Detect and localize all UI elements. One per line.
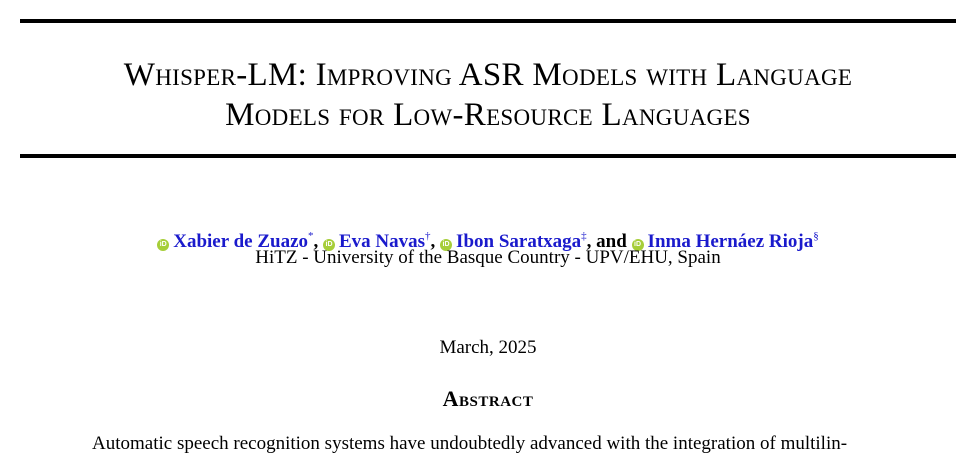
abstract-heading: Abstract	[442, 386, 534, 411]
author-list: iD Xabier de Zuazo*, iD Eva Navas†, iD Ibon…	[0, 224, 976, 254]
author-link-ibon-saratxaga[interactable]: Ibon Saratxaga	[456, 231, 582, 252]
author-footnote-mark[interactable]: *	[308, 230, 314, 242]
author-separator: ,	[313, 231, 319, 252]
abstract-text: Automatic speech recognition systems hav…	[92, 433, 848, 454]
affiliation: HiTZ - University of the Basque Country …	[255, 247, 721, 268]
author-link-xabier-de-zuazo[interactable]: Xabier de Zuazo	[173, 231, 308, 252]
bottom-rule	[20, 154, 956, 158]
author-link-inma-hernaez-rioja[interactable]: Inma Hernáez Rioja	[647, 231, 814, 252]
orcid-icon[interactable]: iD	[631, 239, 644, 251]
orcid-icon[interactable]: iD	[157, 239, 170, 251]
orcid-icon[interactable]: iD	[323, 239, 335, 251]
author-footnote-mark[interactable]: †	[425, 230, 431, 242]
title-line-1: Whisper-LM: Improving ASR Models with La…	[123, 57, 853, 93]
author-link-eva-navas[interactable]: Eva Navas	[339, 231, 426, 252]
paper-title: Whisper-LM: Improving ASR Models with La…	[20, 55, 956, 135]
author-footnote-mark[interactable]: ‡	[581, 230, 587, 242]
top-rule	[20, 19, 956, 23]
publication-date: March, 2025	[439, 337, 537, 358]
orcid-icon[interactable]: iD	[440, 239, 453, 251]
author-footnote-mark[interactable]: §	[813, 230, 819, 242]
title-line-2: Models for Low-Resource Languages	[225, 97, 751, 133]
author-separator-and: , and	[586, 231, 627, 252]
author-separator: ,	[430, 231, 436, 252]
